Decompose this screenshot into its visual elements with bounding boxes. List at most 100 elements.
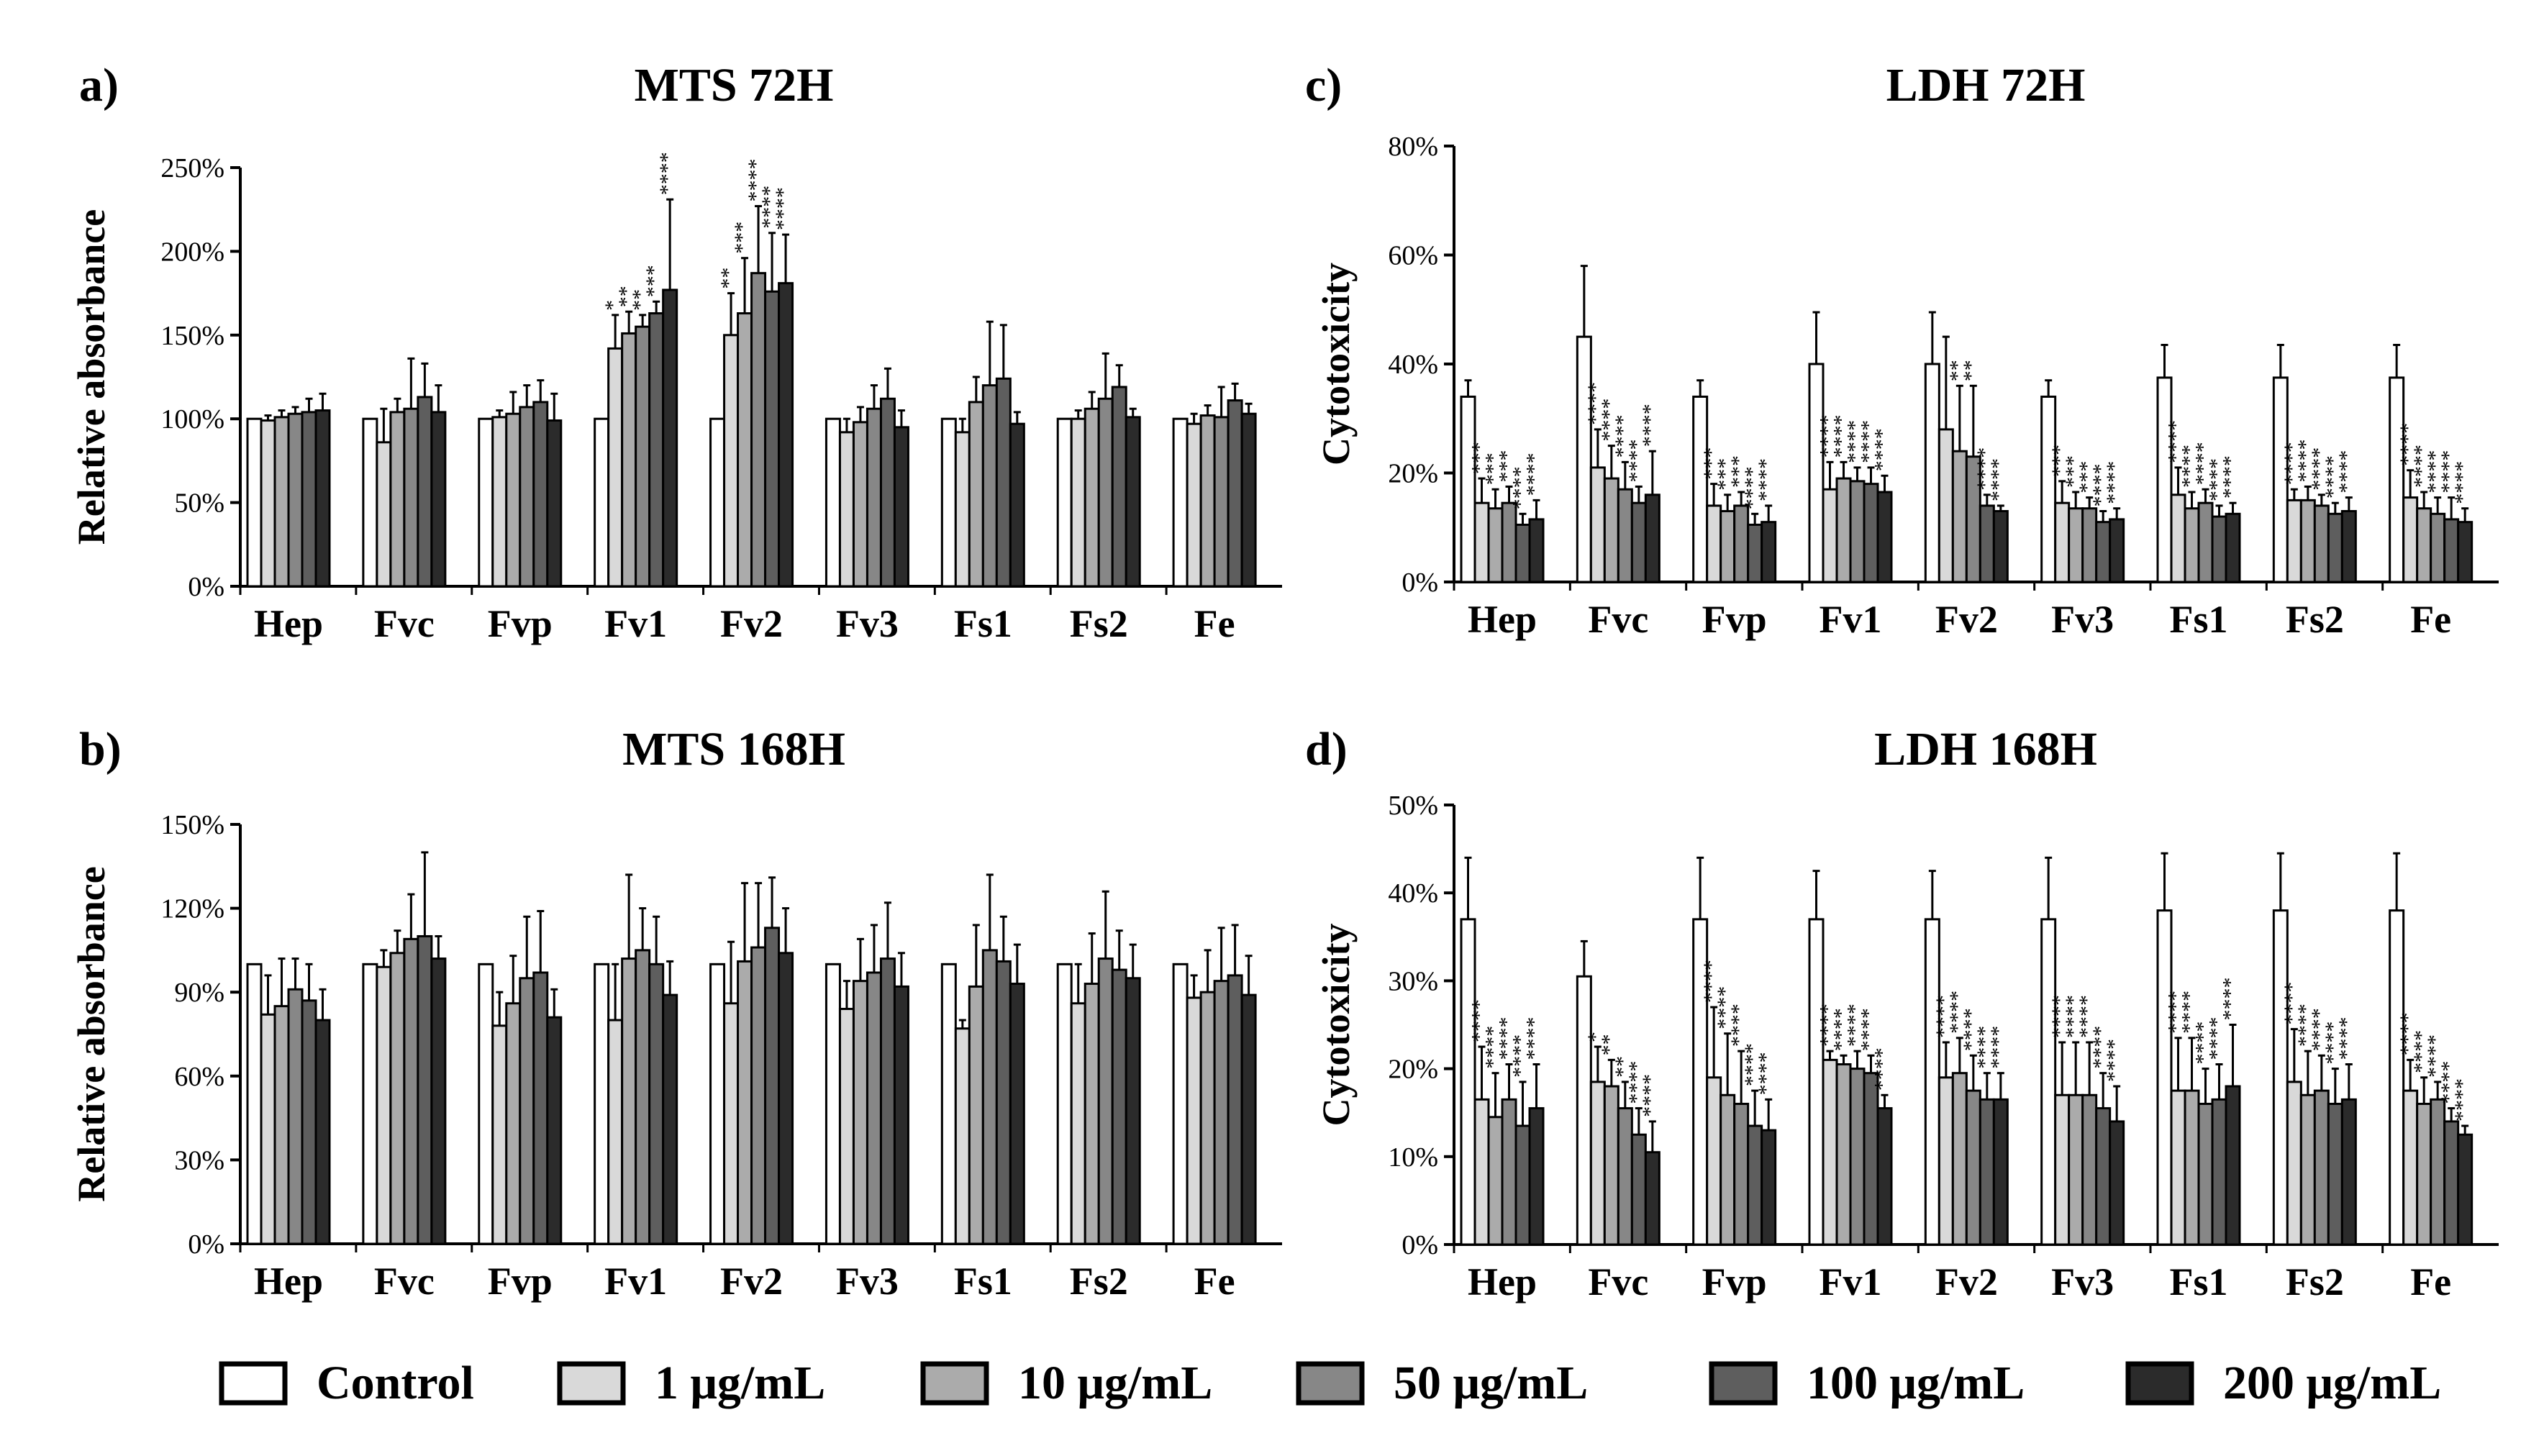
bar bbox=[1876, 1107, 1893, 1246]
bar bbox=[1473, 1098, 1490, 1246]
bar bbox=[1720, 510, 1736, 583]
bar bbox=[1070, 417, 1086, 588]
bar bbox=[1186, 996, 1202, 1245]
bar bbox=[1056, 963, 1073, 1245]
y-tick-label: 0% bbox=[188, 572, 224, 602]
significance-mark: **** bbox=[1871, 428, 1894, 471]
y-tick-label: 120% bbox=[160, 894, 224, 924]
bar bbox=[1514, 523, 1531, 583]
legend-label: 50 μg/mL bbox=[1394, 1357, 1588, 1409]
bar bbox=[430, 957, 447, 1245]
bar bbox=[1528, 518, 1545, 583]
significance-mark: ** bbox=[1611, 1056, 1635, 1078]
bar bbox=[532, 401, 549, 588]
bar bbox=[546, 1016, 563, 1245]
bar bbox=[1589, 466, 1606, 583]
legend-swatch bbox=[557, 1361, 626, 1406]
x-tick-label: Fvp bbox=[488, 602, 553, 645]
x-tick-label: Hep bbox=[254, 1260, 323, 1303]
significance-mark: **** bbox=[2205, 458, 2229, 501]
bar bbox=[2156, 376, 2173, 583]
bar bbox=[764, 927, 781, 1245]
significance-mark: * bbox=[1584, 1032, 1607, 1042]
chart-panel-c: c) LDH 72H Cytotoxicity 0% 20% 40% 60% 80% Hep **… bbox=[1305, 59, 2499, 641]
bar bbox=[2299, 1093, 2316, 1246]
significance-mark: **** bbox=[2294, 1004, 2317, 1047]
bar bbox=[778, 952, 794, 1245]
bar bbox=[2054, 1093, 2071, 1246]
significance-mark: **** bbox=[1986, 1026, 2010, 1069]
x-tick-label: Fe bbox=[2410, 598, 2451, 641]
bar bbox=[662, 993, 678, 1245]
bar bbox=[2197, 1102, 2214, 1246]
significance-mark: **** bbox=[1699, 960, 1723, 1003]
bar bbox=[1111, 968, 1127, 1245]
y-tick-label: 60% bbox=[1388, 241, 1438, 271]
significance-mark: **** bbox=[2423, 1034, 2447, 1078]
significance-mark: **** bbox=[2335, 450, 2358, 493]
significance-mark: *** bbox=[730, 222, 754, 254]
bar bbox=[893, 426, 909, 588]
bar bbox=[2430, 512, 2446, 583]
y-tick-label: 40% bbox=[1388, 878, 1438, 909]
y-axis-label: Cytotoxicity bbox=[1314, 924, 1358, 1127]
bar bbox=[301, 411, 317, 588]
bar bbox=[273, 416, 290, 588]
significance-mark: **** bbox=[1973, 447, 1996, 491]
bar bbox=[1172, 963, 1189, 1245]
bar bbox=[648, 312, 665, 588]
bar bbox=[621, 957, 637, 1245]
bar bbox=[1937, 428, 1954, 583]
significance-mark: **** bbox=[2102, 1039, 2126, 1082]
bar bbox=[940, 417, 957, 588]
x-tick-label: Fs1 bbox=[2170, 1260, 2228, 1303]
significance-mark: **** bbox=[2437, 450, 2461, 493]
y-axis-label: Cytotoxicity bbox=[1314, 263, 1358, 465]
legend-label: 1 μg/mL bbox=[655, 1357, 825, 1409]
significance-mark: **** bbox=[2321, 455, 2345, 499]
bar bbox=[1965, 1089, 1981, 1246]
significance-mark: *** bbox=[1495, 450, 1519, 482]
bar bbox=[1172, 417, 1189, 588]
significance-mark: **** bbox=[1754, 1052, 1778, 1095]
bar bbox=[635, 325, 651, 588]
significance-mark: **** bbox=[1495, 1016, 1519, 1060]
chart-title: MTS 72H bbox=[635, 59, 834, 112]
bar bbox=[1460, 918, 1476, 1246]
y-tick-label: 60% bbox=[174, 1062, 224, 1092]
y-axis-label: Relative absorbance bbox=[70, 866, 113, 1201]
legend-swatch bbox=[1709, 1361, 1778, 1406]
significance-mark: **** bbox=[1468, 999, 1491, 1042]
y-tick-label: 150% bbox=[160, 321, 224, 351]
panel-label: b) bbox=[79, 723, 122, 775]
bar bbox=[879, 397, 896, 588]
bar bbox=[1227, 974, 1243, 1245]
bar bbox=[635, 949, 651, 1245]
bar bbox=[1720, 1093, 1736, 1246]
bar bbox=[709, 963, 726, 1245]
bar bbox=[430, 411, 447, 588]
bar bbox=[246, 963, 263, 1245]
significance-mark: **** bbox=[2280, 982, 2304, 1025]
bar bbox=[778, 282, 794, 588]
y-tick-label: 10% bbox=[1388, 1142, 1438, 1173]
significance-mark: **** bbox=[1509, 1034, 1532, 1078]
bar bbox=[648, 963, 665, 1245]
bar bbox=[1070, 1002, 1086, 1245]
bar bbox=[662, 288, 678, 588]
significance-mark: **** bbox=[1625, 1061, 1648, 1104]
bar bbox=[750, 272, 767, 588]
significance-mark: **** bbox=[1857, 1008, 1881, 1051]
significance-mark: **** bbox=[1713, 986, 1737, 1029]
bar bbox=[2211, 1098, 2227, 1246]
bar bbox=[1617, 488, 1633, 583]
bar bbox=[1822, 488, 1838, 583]
bar bbox=[2068, 507, 2084, 583]
bar bbox=[1644, 1151, 1661, 1246]
significance-mark: ** bbox=[717, 268, 740, 289]
significance-mark: **** bbox=[758, 186, 781, 229]
significance-mark: **** bbox=[2423, 450, 2447, 493]
bar bbox=[1097, 957, 1114, 1245]
bar bbox=[532, 971, 549, 1245]
